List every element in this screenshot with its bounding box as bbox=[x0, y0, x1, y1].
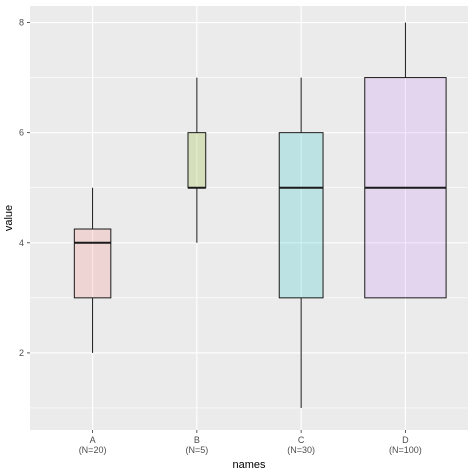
box-A bbox=[73, 187, 112, 353]
x-axis-ticks: A(N=20) B(N=5) C(N=30) D(N=100) bbox=[79, 430, 422, 455]
box-C bbox=[278, 77, 324, 408]
box-body bbox=[278, 132, 324, 299]
x-tick-label: A bbox=[90, 435, 96, 445]
y-tick-label: 8 bbox=[19, 18, 24, 28]
box-D bbox=[364, 22, 447, 299]
boxes-layer bbox=[73, 22, 447, 408]
y-tick-label: 6 bbox=[19, 128, 24, 138]
box-B bbox=[187, 77, 207, 243]
y-tick-label: 2 bbox=[19, 348, 24, 358]
x-tick-sublabel: (N=20) bbox=[79, 445, 107, 455]
y-tick-label: 4 bbox=[19, 238, 24, 248]
x-tick-label: D bbox=[402, 435, 409, 445]
x-tick-label: B bbox=[194, 435, 200, 445]
y-axis-ticks: 2 4 6 8 bbox=[19, 18, 30, 358]
x-tick-sublabel: (N=5) bbox=[185, 445, 208, 455]
x-tick-label: C bbox=[298, 435, 305, 445]
x-tick-sublabel: (N=100) bbox=[389, 445, 422, 455]
x-axis-title: names bbox=[232, 459, 266, 471]
box-body bbox=[73, 228, 112, 299]
plot-panel bbox=[30, 6, 468, 430]
y-axis-title: value bbox=[3, 205, 15, 231]
box-body bbox=[187, 132, 207, 189]
x-tick-sublabel: (N=30) bbox=[287, 445, 315, 455]
